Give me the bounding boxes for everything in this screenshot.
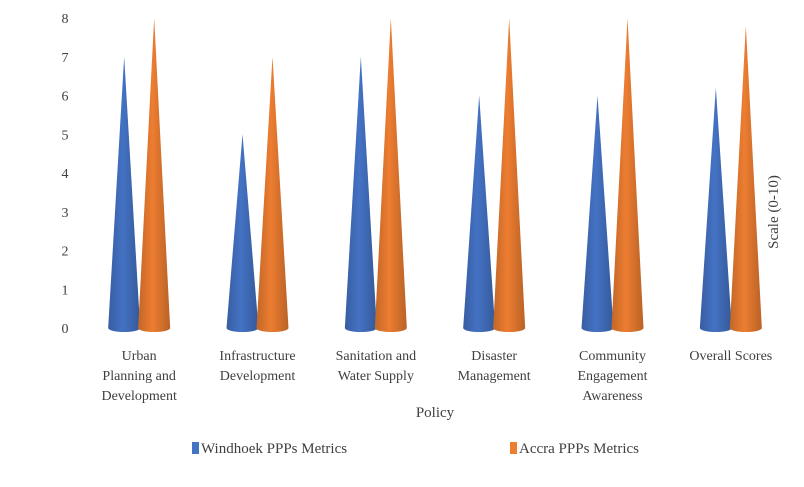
legend-swatch (510, 442, 517, 454)
cone-bar (138, 18, 171, 332)
x-category-label: Urban Planning and Development (101, 349, 177, 404)
cone-bar (108, 56, 141, 332)
cone-bar (374, 18, 407, 332)
legend-label: Accra PPPs Metrics (519, 441, 639, 457)
x-category-label: Overall Scores (689, 349, 772, 364)
cone-body (699, 87, 732, 332)
legend-label: Windhoek PPPs Metrics (201, 441, 347, 457)
legend-item: Accra PPPs Metrics (510, 441, 639, 457)
cone-body (463, 95, 496, 332)
cone-body (611, 18, 644, 332)
cone-bar (493, 18, 526, 332)
cone-bar (226, 134, 259, 332)
cone-body (493, 18, 526, 332)
y-tick-label: 0 (62, 322, 69, 337)
x-axis-title: Policy (416, 405, 455, 421)
cone-body (226, 134, 259, 332)
x-category-label: Sanitation and Water Supply (336, 349, 417, 384)
legend-item: Windhoek PPPs Metrics (192, 441, 347, 457)
cone-bar (729, 25, 762, 332)
y-tick-label: 1 (62, 283, 69, 298)
cone-body (729, 25, 762, 332)
y-axis-title: Scale (0-10) (766, 175, 782, 249)
cone-body (256, 56, 289, 332)
legend: Windhoek PPPs Metrics Accra PPPs Metrics (192, 441, 639, 457)
cone-bar (699, 87, 732, 332)
y-axis-ticks: 0 1 2 3 4 5 6 7 8 (62, 12, 69, 337)
cone-bar (463, 95, 496, 332)
cone-bar (256, 56, 289, 332)
cone-bar (344, 56, 377, 332)
y-tick-label: 6 (62, 90, 69, 105)
cone-bar (611, 18, 644, 332)
cone-body (344, 56, 377, 332)
plot-area (108, 18, 762, 332)
cone-body (138, 18, 171, 332)
x-category-label: Infrastructure Development (219, 349, 295, 384)
cone-body (374, 18, 407, 332)
y-tick-label: 7 (62, 51, 69, 66)
y-tick-label: 3 (62, 206, 69, 221)
legend-swatch (192, 442, 199, 454)
x-category-label: Disaster Management (458, 349, 531, 384)
y-tick-label: 4 (62, 167, 69, 182)
cone-body (108, 56, 141, 332)
x-axis-categories: Urban Planning and Development Infrastructu… (101, 349, 772, 404)
y-tick-label: 2 (62, 245, 69, 260)
cone-body (581, 95, 614, 332)
cone-bar (581, 95, 614, 332)
y-tick-label: 8 (62, 12, 69, 27)
y-tick-label: 5 (62, 128, 69, 143)
x-category-label: Community Engagement Awareness (578, 349, 648, 404)
